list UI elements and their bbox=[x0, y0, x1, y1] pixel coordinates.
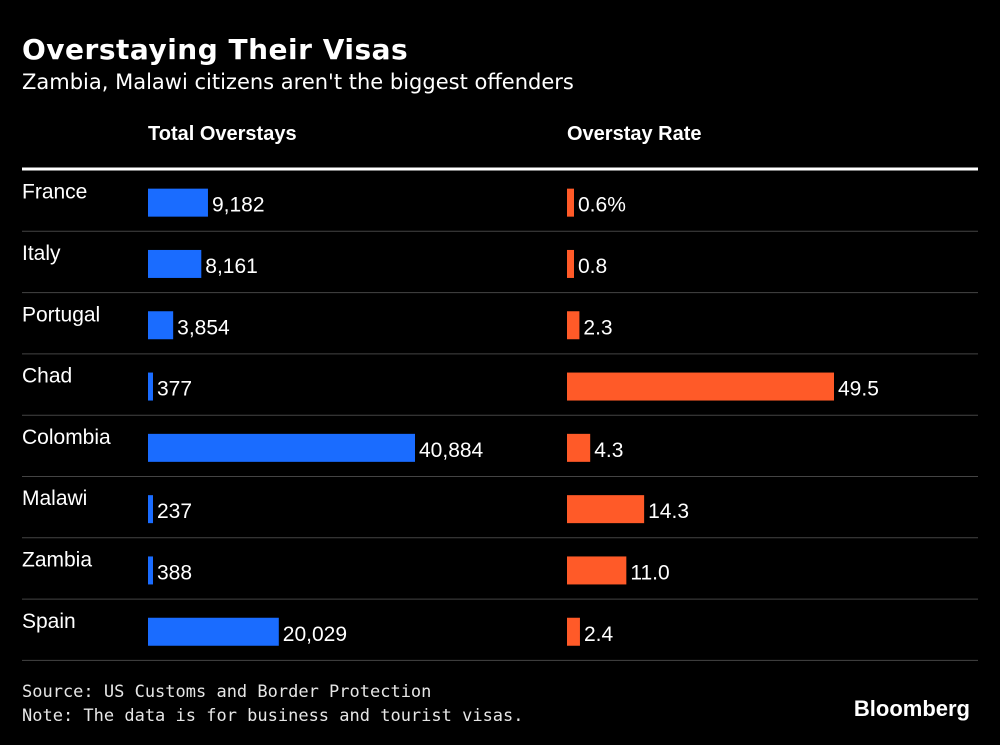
bar-overstay-rate bbox=[567, 617, 580, 646]
data-label-total: 20,029 bbox=[283, 623, 347, 646]
bar-overstay-rate bbox=[567, 311, 580, 340]
bar-overstay-rate bbox=[567, 495, 645, 524]
bar-total-overstays bbox=[148, 249, 202, 278]
category-label: Portugal bbox=[22, 303, 100, 326]
bar-overstay-rate bbox=[567, 556, 627, 585]
category-label: Colombia bbox=[22, 426, 111, 449]
data-label-rate: 0.6% bbox=[578, 194, 626, 217]
bar-total-overstays bbox=[148, 372, 153, 401]
data-label-rate: 14.3 bbox=[648, 500, 689, 523]
category-label: Malawi bbox=[22, 487, 87, 510]
bar-total-overstays bbox=[148, 188, 208, 217]
data-label-total: 9,182 bbox=[212, 194, 265, 217]
bar-overstay-rate bbox=[567, 433, 591, 462]
data-label-rate: 2.3 bbox=[583, 316, 612, 339]
bar-overstay-rate bbox=[567, 249, 574, 278]
data-label-rate: 11.0 bbox=[630, 561, 669, 584]
column-header-total: Total Overstays bbox=[148, 123, 297, 145]
data-label-total: 8,161 bbox=[205, 255, 258, 278]
data-label-rate: 49.5 bbox=[838, 378, 879, 401]
data-label-total: 40,884 bbox=[419, 439, 484, 462]
data-label-rate: 4.3 bbox=[594, 439, 623, 462]
bar-overstay-rate bbox=[567, 188, 574, 217]
column-header-rate: Overstay Rate bbox=[567, 123, 702, 145]
bar-total-overstays bbox=[148, 433, 415, 462]
data-label-rate: 0.8 bbox=[578, 255, 607, 278]
category-label: France bbox=[22, 181, 87, 204]
chart-subtitle: Zambia, Malawi citizens aren't the bigge… bbox=[22, 70, 574, 94]
bar-total-overstays bbox=[148, 556, 153, 585]
bloomberg-logo: Bloomberg bbox=[853, 696, 970, 721]
bar-total-overstays bbox=[148, 311, 174, 340]
source-note: Source: US Customs and Border Protection bbox=[22, 682, 432, 702]
category-label: Zambia bbox=[22, 548, 92, 571]
category-label: Spain bbox=[22, 610, 76, 633]
category-label: Chad bbox=[22, 365, 72, 388]
chart-title: Overstaying Their Visas bbox=[22, 33, 409, 66]
data-label-rate: 2.4 bbox=[584, 623, 614, 646]
bar-total-overstays bbox=[148, 495, 153, 524]
data-label-total: 388 bbox=[157, 561, 192, 584]
data-label-total: 3,854 bbox=[177, 316, 230, 339]
footnotes: Source: US Customs and Border Protection… bbox=[22, 680, 524, 728]
category-label: Italy bbox=[22, 242, 61, 265]
bar-overstay-rate bbox=[567, 372, 834, 401]
data-label-total: 237 bbox=[157, 500, 192, 523]
data-note: Note: The data is for business and touri… bbox=[22, 706, 524, 726]
bar-total-overstays bbox=[148, 617, 279, 646]
data-label-total: 377 bbox=[157, 378, 192, 401]
